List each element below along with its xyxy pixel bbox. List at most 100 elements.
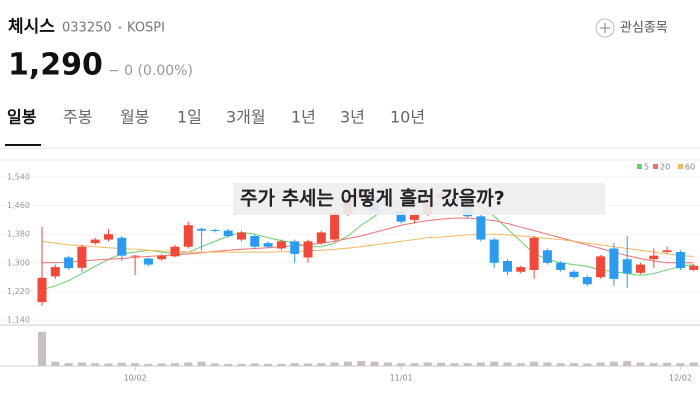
legend-label: 20 bbox=[660, 163, 670, 172]
volume-bar bbox=[437, 362, 445, 366]
tab[interactable]: 3년 bbox=[340, 108, 365, 127]
candle-body bbox=[330, 212, 340, 240]
volume-bar bbox=[410, 363, 419, 366]
tab[interactable]: 10년 bbox=[390, 108, 425, 127]
legend-swatch bbox=[637, 164, 642, 169]
volume-bar bbox=[596, 362, 605, 366]
candle-body bbox=[276, 241, 286, 249]
candle-body bbox=[223, 230, 233, 236]
tab-underline bbox=[5, 144, 41, 146]
candle-body bbox=[476, 216, 486, 240]
volume-bar bbox=[304, 363, 312, 366]
tab[interactable]: 월봉 bbox=[120, 108, 149, 127]
candle-body bbox=[90, 239, 100, 244]
candle-body bbox=[569, 271, 579, 278]
separator: • bbox=[117, 23, 123, 34]
candle-body bbox=[170, 246, 180, 257]
ma-line bbox=[41, 233, 694, 257]
plus-icon bbox=[595, 18, 615, 38]
candle-body bbox=[542, 250, 552, 263]
volume-bar bbox=[530, 361, 539, 366]
volume-bar bbox=[277, 363, 286, 366]
x-tick-label: 10/02 bbox=[124, 374, 147, 383]
candle-body bbox=[77, 246, 87, 268]
volume-bar bbox=[77, 362, 86, 366]
candle-body bbox=[409, 214, 419, 220]
volume-bar bbox=[64, 363, 73, 366]
candle-body bbox=[143, 258, 153, 265]
candle-body bbox=[50, 267, 60, 277]
volume-bar bbox=[357, 360, 366, 366]
tab[interactable]: 1일 bbox=[177, 108, 202, 127]
x-tick-label: 11/01 bbox=[390, 374, 413, 383]
tab[interactable]: 1년 bbox=[291, 108, 316, 127]
volume-bar bbox=[343, 361, 352, 366]
candle-body bbox=[157, 255, 167, 260]
volume-bar bbox=[583, 363, 592, 366]
tab[interactable]: 주봉 bbox=[63, 108, 92, 127]
volume-bar bbox=[543, 362, 552, 366]
volume-bar bbox=[104, 363, 113, 366]
volume-bar bbox=[157, 363, 166, 366]
price: 1,290 bbox=[8, 48, 103, 83]
market: KOSPI bbox=[127, 21, 165, 36]
volume-bar bbox=[490, 361, 499, 366]
volume-bar bbox=[264, 363, 273, 366]
candle-body bbox=[117, 237, 127, 256]
volume-bar bbox=[91, 363, 100, 366]
candle-body bbox=[237, 232, 246, 240]
volume-bar bbox=[38, 331, 46, 366]
volume-bar bbox=[516, 363, 525, 366]
candle-body bbox=[609, 248, 619, 279]
y-tick-label: 1,460 bbox=[7, 201, 30, 210]
tab[interactable]: 3개월 bbox=[226, 108, 266, 127]
y-tick-label: 1,220 bbox=[7, 287, 30, 296]
y-tick-label: 1,300 bbox=[7, 258, 30, 267]
candle-body bbox=[675, 252, 685, 269]
volume-bar bbox=[250, 363, 259, 366]
y-tick-label: 1,540 bbox=[7, 173, 30, 182]
candle-body bbox=[104, 234, 113, 240]
candle-body bbox=[396, 210, 406, 222]
volume-bar bbox=[463, 363, 472, 366]
volume-bar bbox=[623, 360, 632, 366]
volume-bar bbox=[197, 361, 206, 366]
annotation-box bbox=[233, 183, 605, 215]
volume-bar bbox=[556, 363, 565, 366]
volume-bar bbox=[117, 362, 126, 366]
plus-icon bbox=[600, 23, 610, 33]
candle-body bbox=[130, 255, 140, 257]
volume-bar bbox=[636, 362, 645, 366]
volume-bar bbox=[290, 363, 299, 366]
candle-body bbox=[516, 267, 526, 272]
legend-label: 60 bbox=[685, 163, 695, 172]
stock-code: 033250 bbox=[62, 21, 112, 36]
candle-body bbox=[37, 277, 47, 303]
volume-bar bbox=[184, 362, 193, 366]
candle-body bbox=[197, 228, 207, 231]
volume-bar bbox=[237, 363, 246, 366]
volume-bar bbox=[144, 363, 153, 366]
volume-bar bbox=[383, 362, 392, 366]
tab[interactable]: 일봉 bbox=[7, 108, 37, 127]
candle-body bbox=[529, 237, 539, 270]
price-change: − 0 (0.00%) bbox=[108, 63, 193, 79]
watch-button[interactable]: 관심종목 bbox=[595, 18, 668, 38]
ma-line bbox=[42, 217, 694, 264]
volume-bar bbox=[317, 363, 326, 366]
candle-body bbox=[649, 255, 659, 260]
candle-body bbox=[582, 277, 592, 285]
volume-bar bbox=[131, 363, 140, 366]
candle-body bbox=[250, 235, 260, 247]
volume-bar bbox=[676, 363, 685, 366]
candle-body bbox=[622, 259, 632, 274]
annotation: 주가 추세는 어떻게 흘러 갔을까? bbox=[240, 187, 505, 210]
candle-body bbox=[489, 239, 499, 263]
volume-bar bbox=[330, 362, 339, 366]
volume-bar bbox=[570, 363, 578, 366]
candle-body bbox=[556, 262, 566, 270]
volume-bar bbox=[663, 362, 672, 366]
volume-bar bbox=[171, 363, 179, 366]
candle-body bbox=[316, 232, 326, 244]
